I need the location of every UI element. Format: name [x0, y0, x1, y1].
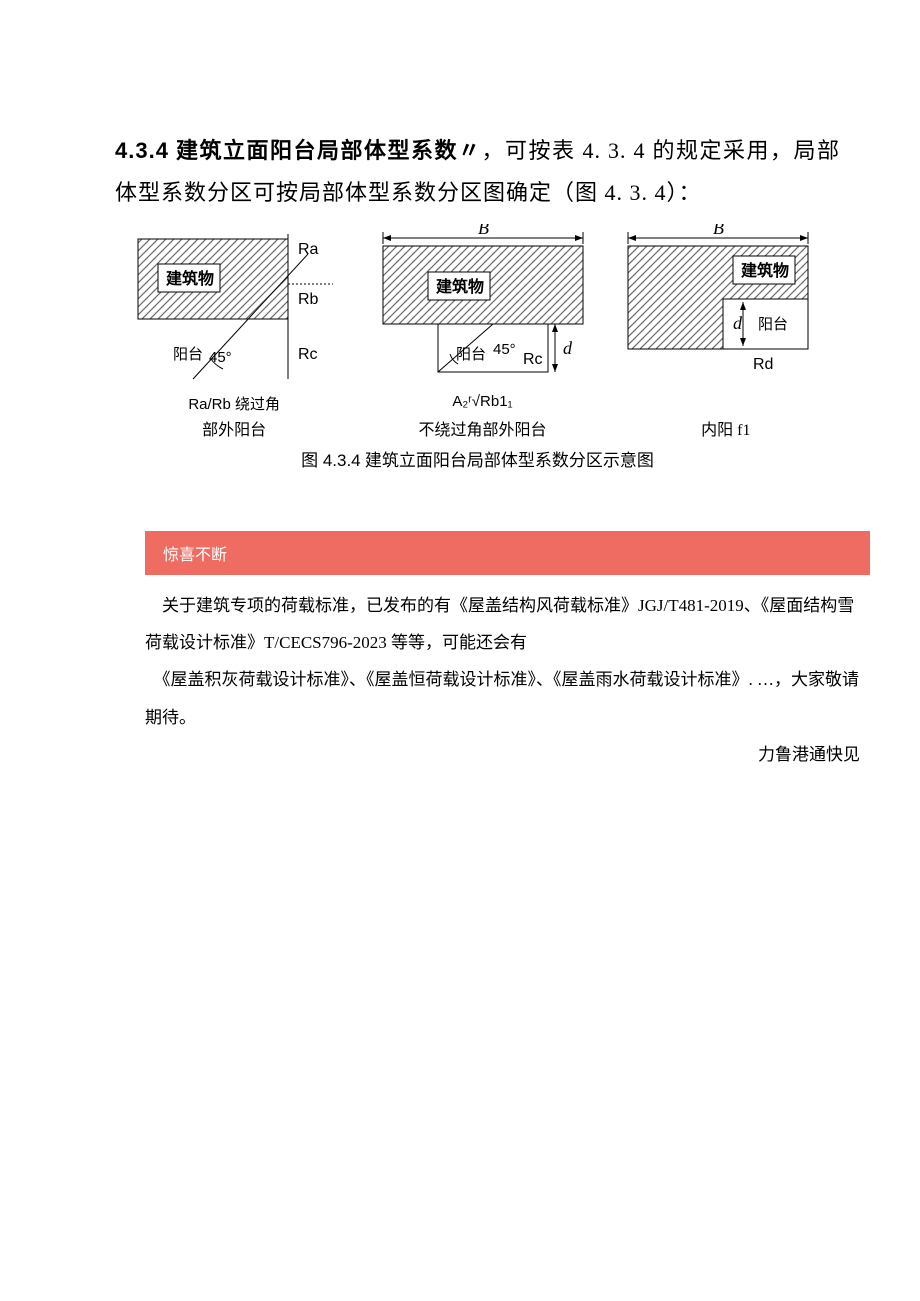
- dim-d-2: d: [563, 338, 573, 358]
- subfig-1-type: 部外阳台: [124, 416, 344, 440]
- label-rb: Rb: [298, 291, 319, 308]
- clause-title: 建筑立面阳台局部体型系数〃: [176, 138, 482, 163]
- subfig-1: 建筑物 45° 阳台 Ra Rb Rc: [133, 224, 353, 389]
- figure-caption: 图 4.3.4 建筑立面阳台局部体型系数分区示意图: [115, 446, 840, 471]
- subfig-annot-row: Ra/Rb 绕过角 A₂ʳ√Rb1₁: [115, 393, 840, 414]
- building-label-3: 建筑物: [741, 261, 789, 280]
- subfig-1-annot: Ra/Rb 绕过角: [124, 393, 344, 414]
- subfig-type-row: 部外阳台 不绕过角部外阳台 内阳 f1: [115, 416, 840, 440]
- subfig-2: B 建筑物 阳台 45° Rc d: [363, 224, 603, 389]
- banner-text: 惊喜不断: [163, 547, 227, 564]
- clause-number: 4.3.4: [115, 138, 169, 163]
- subfig-2-svg: B 建筑物 阳台 45° Rc d: [363, 224, 603, 384]
- figure-number: 图 4.3.4: [301, 451, 361, 470]
- figure-caption-text: 建筑立面阳台局部体型系数分区示意图: [361, 451, 654, 470]
- dim-b-2: B: [478, 224, 489, 238]
- label-ra: Ra: [298, 241, 319, 258]
- svg-text:45°: 45°: [209, 349, 232, 366]
- building-label-1: 建筑物: [166, 269, 214, 288]
- subfig-1-svg: 建筑物 45° 阳台 Ra Rb Rc: [133, 224, 353, 384]
- balcony-label-2: 阳台: [456, 346, 486, 363]
- subfig-3: B 建筑物 阳台 d Rd: [613, 224, 823, 389]
- subfig-2-annot: A₂ʳ√Rb1₁: [362, 393, 602, 414]
- svg-text:45°: 45°: [493, 341, 516, 358]
- building-label-2: 建筑物: [436, 277, 484, 296]
- clause-text: 4.3.4 建筑立面阳台局部体型系数〃，可按表 4. 3. 4 的规定采用，局部…: [115, 130, 840, 214]
- dim-d-3: d: [733, 313, 743, 333]
- balcony-label-1: 阳台: [173, 346, 203, 363]
- banner: 惊喜不断: [145, 531, 870, 575]
- label-rc-1: Rc: [298, 346, 318, 363]
- label-rc-2: Rc: [523, 351, 543, 368]
- body-paragraph: 关于建筑专项的荷载标准，已发布的有《屋盖结构风荷载标准》JGJ/T481-201…: [145, 587, 860, 737]
- balcony-label-3: 阳台: [758, 316, 788, 333]
- subfig-3-annot: [621, 393, 831, 414]
- figure-4-3-4: 建筑物 45° 阳台 Ra Rb Rc B: [115, 224, 840, 389]
- dim-b-3: B: [713, 224, 724, 238]
- subfig-3-type: 内阳 f1: [621, 416, 831, 440]
- subfig-3-svg: B 建筑物 阳台 d Rd: [613, 224, 823, 384]
- subfig-2-type: 不绕过角部外阳台: [362, 416, 602, 440]
- label-rd: Rd: [753, 356, 773, 373]
- watermark-text: 力鲁港通快见: [115, 740, 860, 765]
